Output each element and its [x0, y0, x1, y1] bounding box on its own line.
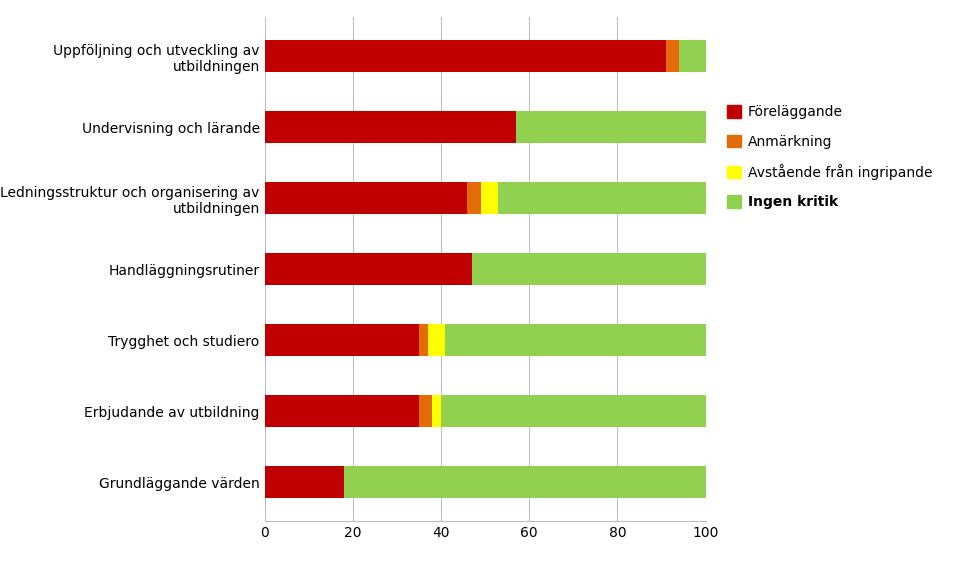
Bar [265, 111, 515, 143]
Bar [515, 111, 706, 143]
Bar [679, 41, 706, 72]
Bar [480, 182, 498, 214]
Bar [498, 182, 706, 214]
Bar [265, 324, 419, 356]
Bar [467, 182, 480, 214]
Bar [419, 395, 432, 427]
Bar [265, 253, 471, 285]
Bar [419, 324, 427, 356]
Bar [265, 466, 344, 498]
Bar [441, 395, 706, 427]
Bar [471, 253, 706, 285]
Bar [265, 41, 666, 72]
Bar [265, 182, 467, 214]
Bar [265, 395, 419, 427]
Bar [445, 324, 706, 356]
Bar [432, 395, 441, 427]
Bar [344, 466, 706, 498]
Bar [427, 324, 445, 356]
Bar [666, 41, 679, 72]
Legend: Föreläggande, Anmärkning, Avstående från ingripande, Ingen kritik: Föreläggande, Anmärkning, Avstående från… [721, 100, 938, 215]
